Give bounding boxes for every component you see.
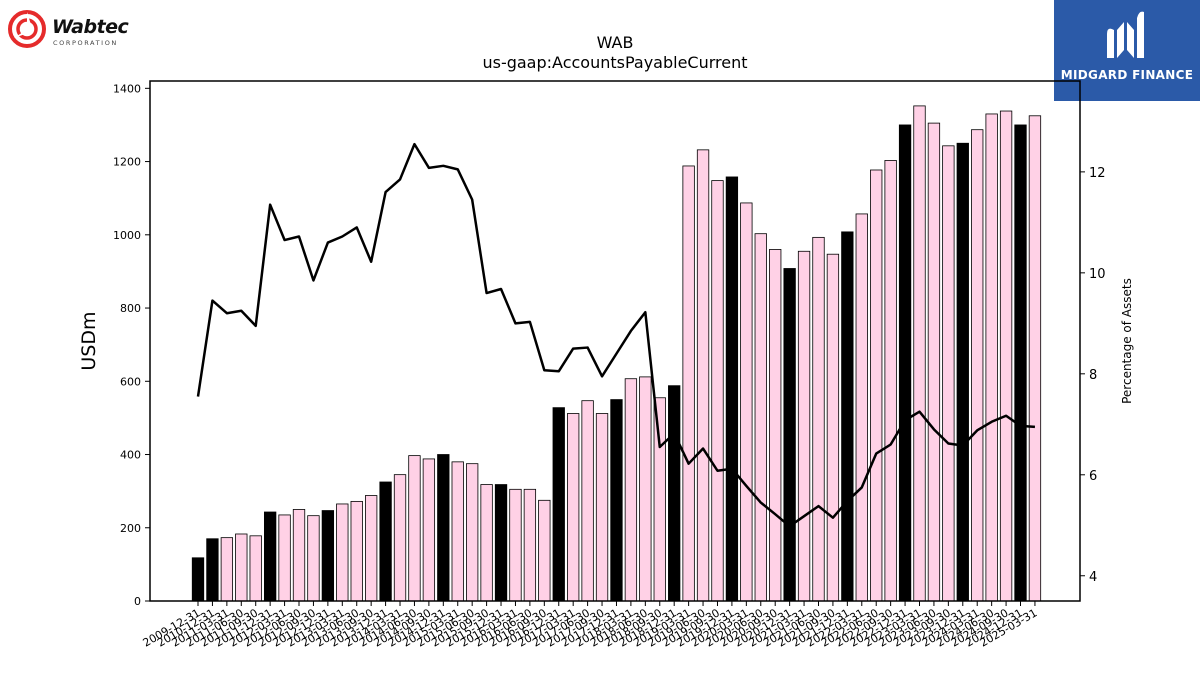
bar-2021-06-30: [812, 236, 825, 602]
plot-frame: [149, 80, 1081, 602]
bar-2017-12-31: [610, 399, 623, 602]
midgard-m-icon: [1107, 11, 1144, 59]
bar-2012-12-31: [321, 510, 335, 602]
bar-2016-03-31: [509, 488, 522, 602]
bar-2024-03-31: [971, 129, 984, 602]
bar-2016-06-30: [523, 488, 537, 602]
wabtec-logo: Wabtec CORPORATION: [6, 6, 146, 52]
y-tick-label-600: 600: [120, 375, 141, 388]
bar-2022-06-30: [870, 169, 883, 602]
bar-2013-06-30: [350, 500, 363, 602]
y-tick-label-1200: 1200: [113, 156, 141, 169]
bar-2010-12-31: [206, 538, 219, 602]
y-axis-left: 0 200 400 600 800 1000 1200 1400: [113, 82, 150, 608]
bar-2015-06-30: [466, 463, 479, 602]
bar-2023-09-30: [942, 145, 955, 602]
bar-2018-03-31: [624, 378, 638, 602]
y2-axis-label: Percentage of Assets: [1120, 278, 1134, 404]
bar-2025-03-31: [1028, 115, 1042, 602]
bar-2021-12-31: [841, 231, 854, 602]
bar-2009-12-31: [191, 557, 205, 602]
y-tick-label-800: 800: [120, 302, 141, 315]
bar-2017-03-31: [567, 413, 580, 602]
midgard-finance-wordmark: MIDGARD FINANCE: [1060, 68, 1194, 82]
x-axis: 2009-12-312010-12-312011-03-312011-06-30…: [141, 601, 1039, 650]
y-axis-right: 4 6 8 10 12: [1080, 166, 1106, 585]
y-tick-label-0: 0: [134, 595, 141, 608]
bar-2020-06-30: [754, 233, 767, 602]
bar-2021-09-30: [826, 253, 840, 602]
bar-2024-12-31: [1014, 124, 1027, 602]
bar-2020-12-31: [783, 268, 796, 602]
bar-2014-03-31: [393, 474, 407, 602]
bar-2020-09-30: [769, 249, 782, 602]
bar-2011-03-31: [220, 537, 234, 602]
bar-2019-03-31: [682, 165, 695, 602]
midgard-finance-logo: MIDGARD FINANCE: [1054, 0, 1200, 101]
bar-2015-03-31: [451, 461, 464, 602]
bar-series: [191, 105, 1042, 602]
bar-2019-06-30: [696, 149, 710, 602]
y2-tick-label-12: 12: [1089, 166, 1106, 181]
chart-title: WAB: [597, 33, 634, 52]
bar-2024-09-30: [999, 110, 1013, 602]
wabtec-wordmark: Wabtec: [52, 16, 129, 38]
bar-2016-09-30: [538, 499, 551, 602]
y2-tick-label-4: 4: [1089, 570, 1097, 585]
bar-2013-09-30: [365, 495, 378, 602]
bar-2019-09-30: [711, 180, 724, 602]
bar-2011-06-30: [235, 533, 248, 602]
y-axis-label: USDm: [78, 311, 100, 370]
bar-2022-03-31: [855, 213, 868, 602]
bar-2017-06-30: [581, 400, 594, 602]
y-tick-label-1400: 1400: [113, 82, 141, 95]
y2-tick-label-6: 6: [1089, 469, 1097, 484]
bar-2018-12-31: [668, 385, 681, 602]
wabtec-swirl-icon: [8, 10, 46, 48]
bar-2013-03-31: [336, 503, 349, 602]
bar-2012-03-31: [278, 514, 291, 602]
bar-2014-09-30: [422, 458, 436, 602]
wabtec-corporation-text: CORPORATION: [53, 39, 118, 47]
line-series-group: [196, 142, 1036, 528]
bar-2013-12-31: [379, 481, 392, 602]
bar-2023-06-30: [927, 122, 941, 602]
bar-2022-09-30: [884, 160, 897, 602]
bar-2015-09-30: [480, 484, 493, 602]
bar-2012-09-30: [307, 515, 320, 602]
y-tick-label-400: 400: [120, 449, 141, 462]
y-tick-label-1000: 1000: [113, 229, 141, 242]
bar-2019-12-31: [725, 176, 739, 602]
y-tick-label-200: 200: [120, 522, 141, 535]
bar-2018-06-30: [639, 376, 652, 602]
bar-2017-09-30: [595, 413, 609, 602]
bar-2011-09-30: [249, 535, 262, 602]
bar-2012-06-30: [292, 509, 306, 602]
bar-2018-09-30: [653, 397, 666, 602]
chart-subtitle: us-gaap:AccountsPayableCurrent: [482, 53, 747, 72]
bar-2022-12-31: [898, 124, 912, 602]
y2-tick-label-10: 10: [1089, 267, 1106, 282]
bar-2021-03-31: [797, 250, 811, 602]
bar-2023-12-31: [956, 142, 969, 602]
bar-2023-03-31: [913, 105, 926, 602]
bar-2011-12-31: [263, 511, 277, 602]
bar-2014-06-30: [408, 455, 421, 602]
bar-2015-12-31: [494, 484, 508, 602]
bar-2016-12-31: [552, 407, 565, 602]
bar-2024-06-30: [985, 113, 998, 602]
bar-2014-12-31: [437, 454, 450, 602]
y2-tick-label-8: 8: [1089, 368, 1097, 383]
bar-2020-03-31: [740, 202, 753, 602]
percentage-of-assets-line: [196, 142, 1036, 528]
